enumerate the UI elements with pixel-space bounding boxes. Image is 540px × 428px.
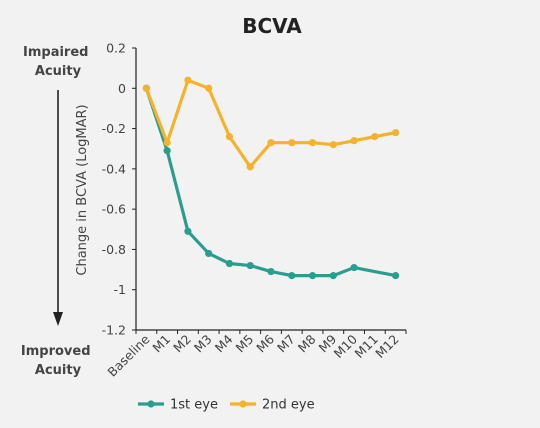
impaired-acuity-line2: Acuity [35,64,82,79]
y-axis-title: Change in BCVA (LogMAR) [75,104,90,275]
x-tick-label: M12 [372,332,401,361]
x-tick-label: M8 [295,331,319,355]
improved-acuity-line2: Acuity [35,363,82,378]
improved-acuity-line1: Improved [21,344,91,359]
data-point-series-2 [184,76,192,84]
data-point-series-2 [371,133,379,141]
y-tick-label: 0.2 [106,41,126,56]
x-tick-label: M1 [149,332,173,356]
data-point-series-2 [205,84,213,92]
x-tick-label: M6 [253,331,277,355]
y-tick-label: -0.8 [102,242,126,257]
legend-label: 1st eye [170,398,218,413]
y-tick-label: -1 [114,282,126,297]
series-line-1 [144,86,398,278]
legend-label: 2nd eye [262,398,315,413]
data-point-series-2 [163,139,171,147]
legend-swatch-marker [239,400,247,408]
data-point-series-1 [267,267,275,276]
x-tick-label: M3 [191,332,215,356]
x-tick-label: Baseline [104,331,152,379]
data-point-series-1 [350,263,358,272]
direction-arrow-head [53,312,63,326]
data-point-series-1 [184,227,192,235]
data-point-series-1 [246,261,254,270]
y-tick-label: -0.6 [102,202,126,217]
data-point-series-2 [142,84,150,92]
y-tick-label: 0 [118,81,126,96]
data-point-series-1 [308,272,317,280]
x-tick-label: M7 [274,332,298,356]
data-point-series-1 [163,147,171,155]
improved-acuity-label: Improved Acuity [21,344,95,378]
legend-swatch-marker [147,400,155,408]
data-point-series-1 [392,272,400,280]
y-tick-label: -0.4 [102,161,126,176]
y-tick-label: -0.2 [102,121,126,136]
data-point-series-1 [288,272,296,280]
data-point-series-2 [288,139,296,147]
legend: 1st eye 2nd eye [138,398,315,413]
y-tick-label: -1.2 [102,323,126,338]
x-tick-label: M2 [170,332,194,356]
data-point-series-2 [267,139,275,147]
data-point-series-2 [350,137,358,145]
impaired-acuity-label: Impaired Acuity [23,45,93,79]
impaired-acuity-line1: Impaired [23,45,88,60]
data-point-series-2 [308,139,317,147]
series-layer [142,76,400,280]
data-point-series-1 [205,249,213,258]
series-line-2 [144,78,398,169]
data-point-series-2 [392,129,400,137]
x-tick-label: M4 [212,331,236,355]
data-point-series-1 [329,272,337,280]
data-point-series-2 [246,163,254,171]
x-tick-label: M5 [232,332,256,356]
data-point-series-2 [225,133,234,141]
data-point-series-1 [225,259,234,268]
data-point-series-2 [329,141,337,149]
chart-title: BCVA [242,14,302,38]
